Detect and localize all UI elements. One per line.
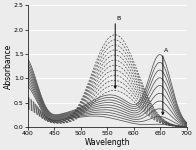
X-axis label: Wavelength: Wavelength	[84, 138, 130, 147]
Text: B: B	[116, 16, 121, 21]
Text: A: A	[164, 48, 168, 53]
Y-axis label: Absorbance: Absorbance	[4, 44, 13, 89]
